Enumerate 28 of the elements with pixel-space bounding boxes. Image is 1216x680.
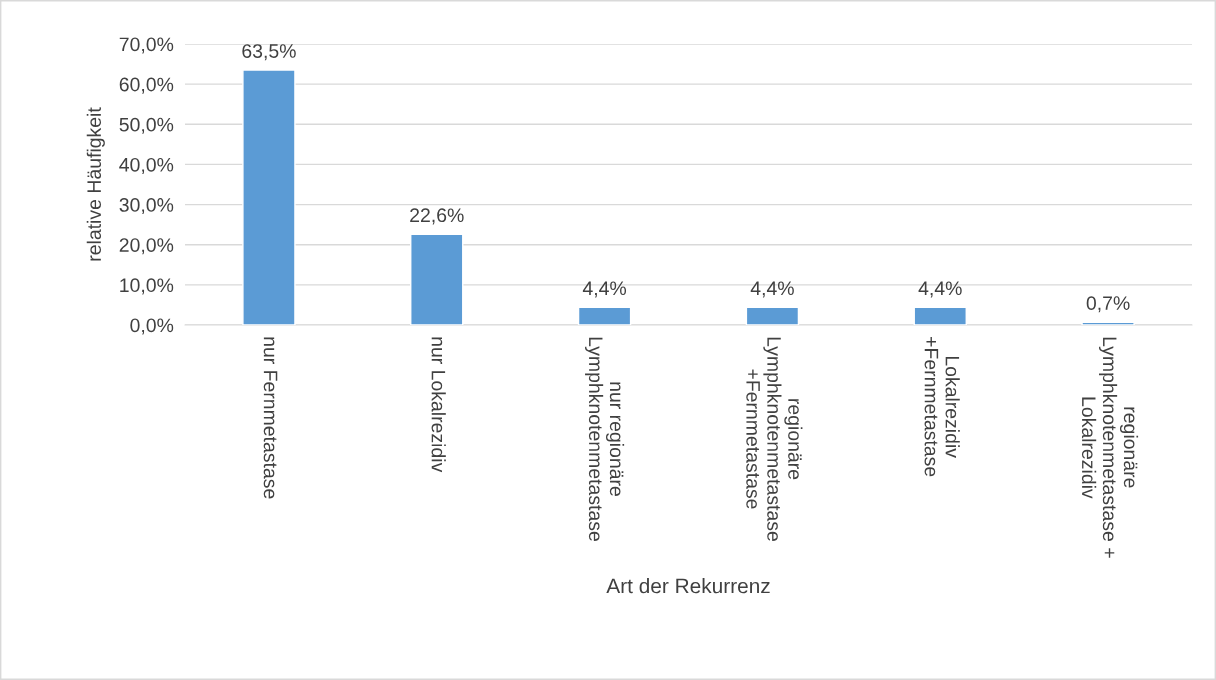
bar [410,233,464,325]
x-axis-title: Art der Rekurrenz [606,578,770,594]
x-tick-label: nur regionäre Lymphknotenmetastase [585,337,625,541]
y-axis-title: relative Häufigkeit [86,107,105,261]
data-label: 4,4% [582,281,627,298]
bar [242,69,296,325]
y-tick-label: 70,0% [119,37,174,54]
y-tick-label: 20,0% [119,238,174,255]
y-tick-label: 30,0% [119,198,174,215]
y-tick-label: 60,0% [119,77,174,94]
x-tick-label: nur Fernmetastase [263,337,278,499]
bar [577,306,632,325]
data-label: 4,4% [918,281,962,298]
data-label: 63,5% [242,44,296,61]
x-tick-label: nur Lokalrezidiv [431,337,446,473]
y-tick-label: 0,0% [130,318,174,335]
bar [913,306,967,325]
x-tick-label: regionäre Lymphknotenmetastase + Lokalrezidiv [1081,337,1139,558]
data-label: 22,6% [410,208,464,225]
bar [1081,321,1135,325]
data-label: 4,4% [750,281,794,298]
x-tick-label: regionäre Lymphknotenmetastase +Fernmetastase [746,337,803,541]
y-tick-label: 40,0% [119,157,174,174]
x-tick-label: Lokalrezidiv +Fernmetastase [924,337,960,477]
data-label: 0,7% [1086,296,1130,313]
y-tick-label: 10,0% [120,278,174,295]
bar [745,306,800,325]
y-tick-label: 50,0% [119,117,174,134]
